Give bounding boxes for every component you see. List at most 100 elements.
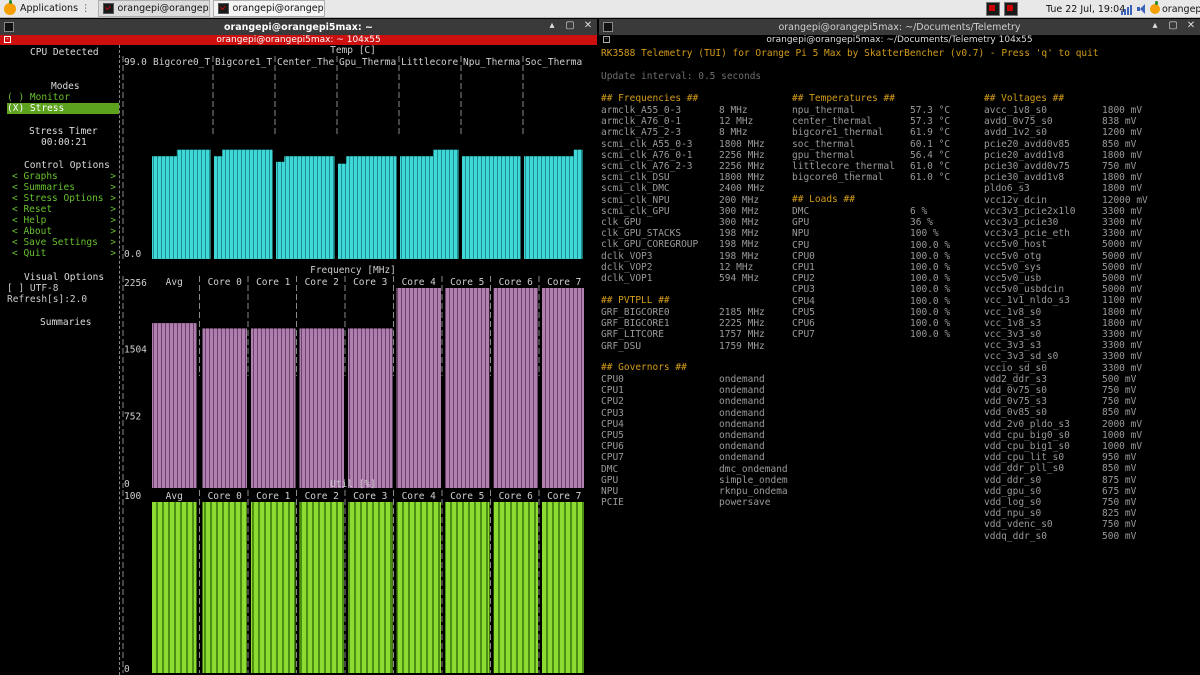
frequency-key: dclk_VOP3 (601, 250, 653, 262)
right-terminal-window[interactable]: orangepi@orangepi5max: ~/Documents/Telem… (599, 19, 1200, 675)
frequency-value: 2256 MHz (719, 161, 765, 172)
voltage-value: 5000 mV (1102, 284, 1143, 296)
voltage-value: 5000 mV (1102, 250, 1143, 262)
voltage-key: vdd_log_s0 (984, 497, 1042, 508)
right-window-tabbar[interactable]: - orangepi@orangepi5max: ~/Documents/Tel… (599, 35, 1200, 45)
temperature-bar (263, 149, 273, 259)
frequency-value: 2400 MHz (719, 183, 765, 195)
applications-menu[interactable]: Applications ⋮ (0, 0, 95, 18)
voltage-key: vcc_1v8_s0 (984, 306, 1042, 318)
load-key: CPU0 (792, 250, 815, 262)
frequency-key: armclk_A75_2-3 (601, 127, 682, 139)
voltage-value: 750 mV (1102, 396, 1137, 408)
right-window-titlebar[interactable]: orangepi@orangepi5max: ~/Documents/Telem… (599, 19, 1200, 35)
voltage-key: pcie30_avdd1v8 (984, 172, 1065, 184)
voltage-value: 675 mV (1102, 485, 1137, 497)
voltage-key: pcie20_avdd0v85 (984, 138, 1070, 150)
temperature-bar (532, 156, 542, 259)
temperature-bar (346, 156, 356, 259)
voltage-value: 750 mV (1102, 497, 1137, 508)
temperature-value: 56.4 °C (910, 149, 951, 161)
temperature-bar (557, 156, 566, 259)
clock[interactable]: Tue 22 Jul, 19:04 (1046, 3, 1126, 15)
left-terminal-content[interactable]: CPU Detected Modes ( ) Monitor (X) Stres… (0, 45, 597, 675)
voltage-key: vdd_vdenc_s0 (984, 519, 1053, 531)
temperature-bar (400, 156, 409, 259)
voltage-key: pcie20_avdd1v8 (984, 149, 1065, 161)
left-terminal-window[interactable]: orangepi@orangepi5max: ~ ▴ ▢ ✕ - orangep… (0, 19, 597, 675)
control-save-settings[interactable]: < Save Settings > (12, 237, 116, 248)
governor-value: dmc_ondemand (719, 463, 788, 475)
pvtpll-key: GRF_BIGCORE0 (601, 307, 670, 318)
tray-terminal-1[interactable] (986, 2, 1000, 16)
voltage-key: vcc5v0_usb (984, 273, 1042, 284)
voltage-value: 3300 mV (1102, 217, 1143, 228)
telemetry-output[interactable]: RK3588 Telemetry (TUI) for Orange Pi 5 M… (599, 45, 1200, 675)
control-graphs[interactable]: < Graphs > (12, 171, 116, 182)
terminal-icon (603, 22, 613, 32)
temperature-bar (152, 156, 161, 259)
voltage-key: vddq_ddr_s0 (984, 530, 1047, 542)
new-tab-icon[interactable]: - (603, 36, 610, 43)
minimize-icon[interactable]: ▴ (549, 20, 555, 31)
chart-title: Util [%] (330, 479, 376, 490)
taskbar-item-label: orangepi@orangepi5ma... (232, 3, 325, 14)
voltage-value: 3300 mV (1102, 340, 1143, 352)
left-window-titlebar[interactable]: orangepi@orangepi5max: ~ ▴ ▢ ✕ (0, 19, 597, 35)
voltage-key: vcc5v0_otg (984, 250, 1042, 262)
control-stress-options[interactable]: < Stress Options > (12, 193, 116, 204)
temperature-bar (230, 149, 240, 259)
y-tick-label: 2256 (124, 278, 147, 289)
volume-icon[interactable] (1137, 2, 1147, 16)
voltage-key: vdd_gpu_s0 (984, 485, 1042, 497)
utf8-checkbox[interactable]: [ ] UTF-8 (7, 283, 59, 294)
voltage-key: vdd_ddr_s0 (984, 474, 1042, 486)
governor-value: ondemand (719, 430, 765, 441)
voltage-value: 5000 mV (1102, 239, 1143, 251)
update-interval: Update interval: 0.5 seconds (601, 71, 762, 82)
frequency-value: 12 MHz (719, 261, 754, 273)
temperature-bar (416, 156, 426, 259)
control-quit[interactable]: < Quit > (12, 248, 116, 259)
top-panel: Applications ⋮ orangepi@orangepi5ma... o… (0, 0, 1200, 18)
refresh-setting[interactable]: Refresh[s]:2.0 (7, 294, 88, 305)
mode-stress-option[interactable]: (X) Stress (7, 103, 119, 114)
control-summaries[interactable]: < Summaries > (12, 182, 116, 193)
control-help[interactable]: < Help > (12, 215, 116, 226)
temperatures-title: ## Temperatures ## (792, 93, 895, 104)
taskbar-item-terminal-1[interactable]: orangepi@orangepi5ma... (97, 0, 210, 17)
frequency-key: scmi_clk_A76_0-1 (601, 149, 693, 161)
temperature-bar (433, 149, 442, 259)
maximize-icon[interactable]: ▢ (565, 20, 575, 31)
left-window-tabbar[interactable]: - orangepi@orangepi5max: ~ 104x55 (0, 35, 597, 45)
chart-title: Temp [C] (330, 45, 376, 56)
column-header: Avg (166, 277, 183, 288)
governor-key: CPU6 (601, 441, 624, 453)
taskbar-item-terminal-2[interactable]: orangepi@orangepi5ma... (212, 0, 325, 17)
close-icon[interactable]: ✕ (583, 20, 593, 31)
utilization-bar (445, 502, 490, 673)
new-tab-icon[interactable]: - (4, 36, 11, 43)
control-reset[interactable]: < Reset > (12, 204, 116, 215)
voltage-value: 825 mV (1102, 508, 1137, 520)
voltage-value: 850 mV (1102, 463, 1137, 475)
voltage-value: 12000 mV (1102, 194, 1148, 206)
temperature-bar (449, 149, 459, 259)
mode-monitor-option[interactable]: ( ) Monitor (7, 92, 70, 103)
governor-key: CPU4 (601, 418, 624, 430)
load-value: 100.0 % (910, 295, 951, 307)
temperature-key: gpu_thermal (792, 149, 855, 161)
governor-value: simple_ondem (719, 474, 788, 486)
close-icon[interactable]: ✕ (1186, 20, 1196, 31)
voltage-value: 1200 mV (1102, 127, 1143, 139)
governor-value: ondemand (719, 441, 765, 453)
network-icon[interactable] (1121, 2, 1132, 16)
maximize-icon[interactable]: ▢ (1168, 20, 1178, 31)
user-menu[interactable]: orangepi (1150, 1, 1200, 16)
column-header: Core 3 (353, 277, 387, 288)
voltage-value: 3300 mV (1102, 362, 1143, 374)
tray-terminal-2[interactable] (1004, 2, 1018, 16)
minimize-icon[interactable]: ▴ (1152, 20, 1158, 31)
control-about[interactable]: < About > (12, 226, 116, 237)
voltage-key: pldo6_s3 (984, 183, 1030, 195)
